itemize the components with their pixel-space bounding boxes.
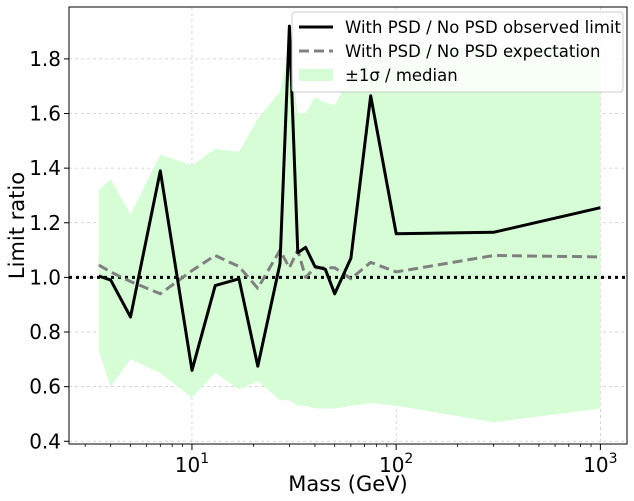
y-tick-label: 0.6	[29, 375, 61, 399]
axis-labels: Mass (GeV) Limit ratio	[5, 172, 408, 496]
y-tick-label: 1.2	[29, 211, 61, 235]
x-tick-label: 101	[175, 451, 209, 477]
legend-box	[291, 11, 624, 93]
observed-limit-line	[98, 24, 601, 372]
sigma-band-layer	[98, 48, 601, 423]
x-tick-label: 102	[379, 451, 413, 477]
y-tick-label: 1.4	[29, 156, 61, 180]
legend-label-observed: With PSD / No PSD observed limit	[345, 18, 622, 37]
x-tick-label: 103	[583, 451, 617, 477]
sigma-band	[98, 48, 601, 423]
plot-frame	[68, 6, 628, 445]
x-tick-label-exponent: 2	[404, 451, 413, 467]
expectation-line	[98, 248, 601, 296]
y-axis-label: Limit ratio	[5, 172, 29, 279]
y-tick-label: 0.4	[29, 429, 61, 453]
x-tick-label-base: 10	[583, 453, 608, 477]
legend: With PSD / No PSD observed limit With PS…	[291, 11, 624, 93]
y-tick-label: 1.6	[29, 102, 61, 126]
x-tick-label-exponent: 3	[609, 451, 618, 467]
x-tick-label-base: 10	[175, 453, 200, 477]
y-tick-label: 1.0	[29, 265, 61, 289]
y-tick-label: 0.8	[29, 320, 61, 344]
y-tick-label: 1.8	[29, 47, 61, 71]
x-tick-label-base: 10	[379, 453, 404, 477]
legend-label-expectation: With PSD / No PSD expectation	[345, 42, 600, 61]
x-axis-label: Mass (GeV)	[288, 472, 408, 496]
legend-swatch-band	[299, 69, 333, 81]
x-tick-label-exponent: 1	[200, 451, 209, 467]
series-layer	[98, 24, 601, 372]
legend-label-band: ±1σ / median	[345, 66, 458, 85]
